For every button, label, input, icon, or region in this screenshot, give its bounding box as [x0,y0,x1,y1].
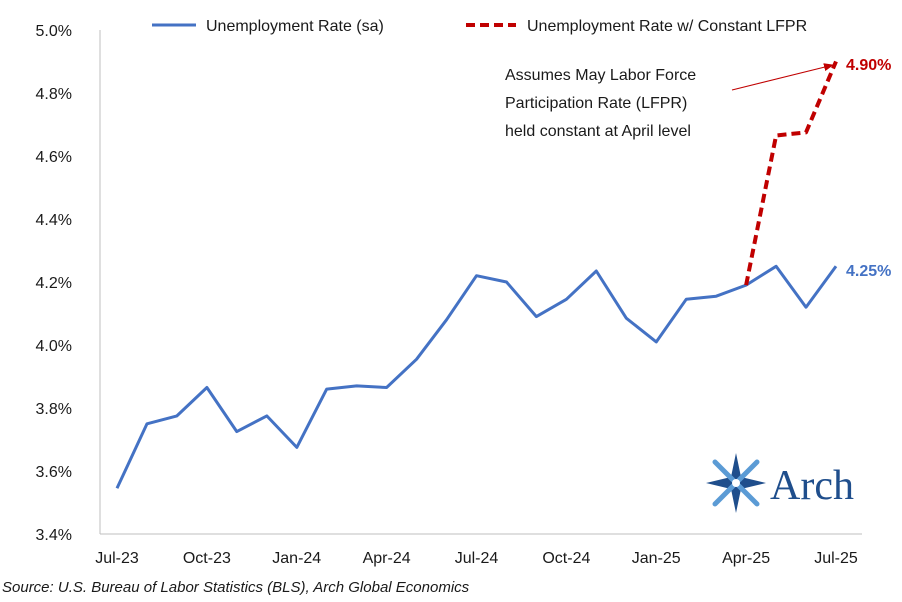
x-tick-label: Oct-24 [542,550,590,567]
y-tick-label: 4.8% [36,86,72,103]
legend-label-dashed: Unemployment Rate w/ Constant LFPR [527,18,807,35]
y-tick-label: 3.6% [36,464,72,481]
y-tick-label: 3.8% [36,401,72,418]
y-tick-label: 4.6% [36,149,72,166]
x-tick-label: Apr-25 [722,550,770,567]
y-tick-label: 4.0% [36,338,72,355]
end-label-solid: 4.25% [846,263,891,280]
y-tick-label: 3.4% [36,527,72,544]
end-label-dashed: 4.90% [846,57,891,74]
logo-star-icon [706,453,766,513]
x-tick-label: Jul-23 [95,550,139,567]
x-tick-label: Jan-25 [632,550,681,567]
logo-text: Arch [770,463,854,509]
y-tick-label: 4.4% [36,212,72,229]
series-line-constant-lfpr [744,60,838,286]
legend: Unemployment Rate (sa) Unemployment Rate… [152,18,807,35]
y-tick-labels: 3.4% 3.6% 3.8% 4.0% 4.2% 4.4% 4.6% 4.8% 5.0% [36,23,72,544]
y-tick-label: 5.0% [36,23,72,40]
source-note: Source: U.S. Bureau of Labor Statistics … [2,579,470,596]
annotation: Assumes May Labor Force Participation Ra… [505,63,834,140]
x-tick-label: Oct-23 [183,550,231,567]
series-layer [115,60,838,489]
x-tick-labels: Jul-23 Oct-23 Jan-24 Apr-24 Jul-24 Oct-24 Jan-… [95,550,858,567]
x-tick-label: Jul-25 [814,550,858,567]
annotation-line-2: Participation Rate (LFPR) [505,95,687,112]
x-tick-label: Jul-24 [455,550,499,567]
arch-logo: Arch [706,453,854,513]
annotation-line-1: Assumes May Labor Force [505,67,696,84]
annotation-line-3: held constant at April level [505,123,691,140]
y-tick-label: 4.2% [36,275,72,292]
legend-label-solid: Unemployment Rate (sa) [206,18,384,35]
x-tick-label: Jan-24 [272,550,321,567]
annotation-arrow [731,63,834,91]
x-tick-label: Apr-24 [363,550,411,567]
series-line-unemployment-rate [115,264,838,489]
